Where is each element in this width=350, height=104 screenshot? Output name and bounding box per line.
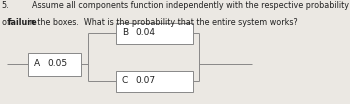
FancyBboxPatch shape bbox=[28, 53, 80, 76]
FancyBboxPatch shape bbox=[116, 23, 192, 44]
Text: B: B bbox=[122, 28, 128, 37]
Text: Assume all components function independently with the respective probability: Assume all components function independe… bbox=[32, 1, 349, 10]
Text: 0.05: 0.05 bbox=[47, 59, 67, 68]
Text: in the boxes.  What is the probability that the entire system works?: in the boxes. What is the probability th… bbox=[25, 18, 298, 27]
Text: 5.: 5. bbox=[2, 1, 9, 10]
Text: of: of bbox=[2, 18, 12, 27]
Text: failure: failure bbox=[8, 18, 37, 27]
Text: C: C bbox=[122, 76, 128, 85]
FancyBboxPatch shape bbox=[116, 71, 192, 92]
Text: 0.04: 0.04 bbox=[136, 28, 156, 37]
Text: A: A bbox=[34, 59, 41, 68]
Text: 0.07: 0.07 bbox=[136, 76, 156, 85]
